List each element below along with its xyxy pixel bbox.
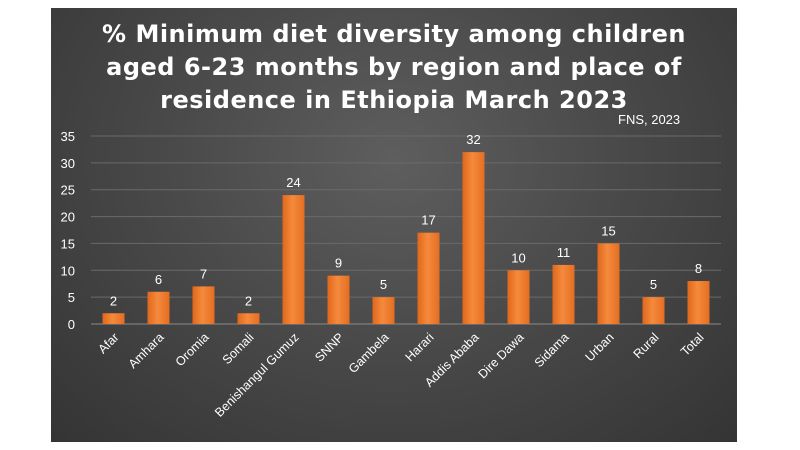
- gridlines: [91, 135, 721, 325]
- data-labels: 2 6 7 2 24 9 5 17 32 10 11 15 5 8: [110, 132, 702, 308]
- data-label: 10: [511, 250, 525, 265]
- x-tick-label: Sidama: [532, 330, 572, 370]
- x-tick-label: Amhara: [126, 330, 167, 371]
- y-tick-label: 0: [68, 317, 75, 332]
- bar: [462, 152, 485, 324]
- bar: [282, 195, 305, 324]
- bar: [327, 275, 350, 324]
- x-tick-label: Gambela: [346, 330, 392, 376]
- x-tick-label: Rural: [631, 330, 662, 361]
- y-tick-label: 20: [61, 210, 75, 225]
- y-tick-label: 35: [61, 129, 75, 144]
- chart-title: % Minimum diet diversity among children …: [51, 18, 737, 117]
- bar: [552, 264, 575, 324]
- data-label: 15: [601, 223, 615, 238]
- bars: [102, 152, 710, 324]
- data-label: 2: [110, 293, 117, 308]
- data-label: 2: [245, 293, 252, 308]
- data-label: 17: [421, 213, 435, 228]
- x-tick-label: Total: [678, 330, 707, 359]
- data-label: 7: [200, 266, 207, 281]
- y-axis: 0 5 10 15 20 25 30 35: [61, 129, 75, 332]
- y-tick-label: 5: [68, 290, 75, 305]
- y-tick-label: 15: [61, 236, 75, 251]
- bar: [417, 232, 440, 324]
- x-tick-label: Urban: [583, 330, 617, 364]
- y-tick-label: 30: [61, 156, 75, 171]
- bar: [147, 291, 170, 324]
- bar: [597, 243, 620, 324]
- x-tick-label: Oromia: [173, 330, 212, 369]
- x-tick-label: Somali: [220, 330, 257, 367]
- y-tick-label: 25: [61, 183, 75, 198]
- bar: [372, 297, 395, 324]
- bar: [687, 281, 710, 324]
- x-tick-label: Dire Dawa: [475, 330, 526, 381]
- bar: [237, 313, 260, 324]
- bar: [102, 313, 125, 324]
- chart-source-note: FNS, 2023: [618, 112, 681, 127]
- chart-title-line-3: residence in Ethiopia March 2023: [160, 86, 628, 114]
- bar: [192, 286, 215, 324]
- data-label: 32: [466, 132, 480, 147]
- data-label: 8: [695, 261, 702, 276]
- chart-title-line-2: aged 6-23 months by region and place of: [106, 53, 682, 81]
- chart-panel: % Minimum diet diversity among children …: [51, 8, 737, 442]
- data-label: 24: [286, 175, 300, 190]
- bar: [642, 297, 665, 324]
- x-tick-label: SNNP: [312, 330, 346, 364]
- bar-chart: 0 5 10 15 20 25 30 35 2 6 7 2 24 9 5 17 32 10 11 15 5 8 Afar…: [61, 129, 721, 420]
- data-label: 11: [557, 245, 571, 260]
- data-label: 6: [155, 272, 162, 287]
- x-tick-label: Benishangul Gumuz: [212, 330, 302, 420]
- x-tick-label: Afar: [96, 330, 122, 356]
- y-tick-label: 10: [61, 263, 75, 278]
- bar: [507, 270, 530, 324]
- chart-title-line-1: % Minimum diet diversity among children: [102, 20, 686, 48]
- data-label: 9: [335, 256, 342, 271]
- data-label: 5: [650, 277, 657, 292]
- x-tick-label: Harari: [403, 330, 437, 364]
- data-label: 5: [380, 277, 387, 292]
